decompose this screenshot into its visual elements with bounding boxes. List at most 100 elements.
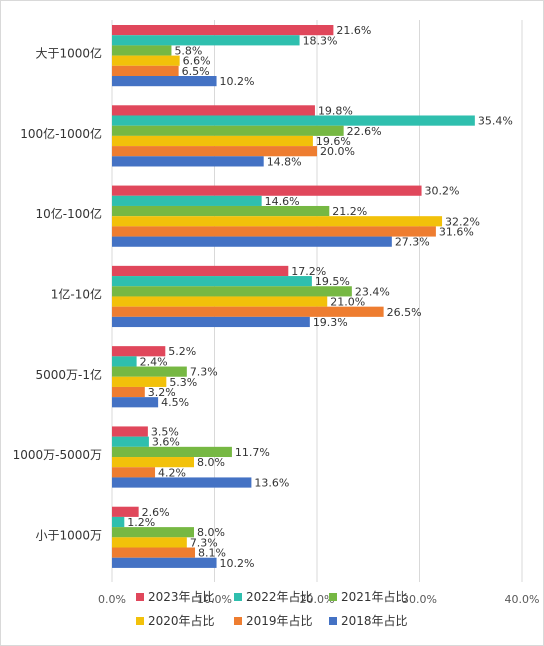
data-label: 8.1%: [198, 547, 226, 560]
bar: [112, 296, 328, 307]
data-label: 5.8%: [174, 45, 202, 58]
data-label: 14.6%: [265, 195, 300, 208]
bar: [112, 76, 217, 87]
data-label: 19.6%: [316, 135, 351, 148]
x-tick-label: 0.0%: [98, 593, 126, 606]
data-label: 27.3%: [395, 236, 430, 249]
bar: [112, 426, 148, 437]
legend-label: 2021年占比: [341, 589, 408, 604]
legend-label: 2018年占比: [341, 613, 408, 628]
data-label: 1.2%: [127, 516, 155, 529]
data-label: 11.7%: [235, 446, 270, 459]
bar: [112, 436, 149, 447]
data-label: 20.0%: [320, 145, 355, 158]
bar: [112, 205, 330, 217]
data-label: 18.3%: [303, 34, 338, 47]
bar: [112, 477, 252, 488]
category-label: 1亿-10亿: [51, 287, 102, 302]
data-label: 8.0%: [197, 526, 225, 539]
category-label: 大于1000亿: [35, 46, 102, 61]
data-label: 5.2%: [168, 345, 196, 358]
bar: [112, 236, 392, 247]
bar: [112, 366, 187, 377]
data-label: 6.6%: [183, 55, 211, 68]
bar: [112, 65, 179, 76]
data-label: 10.2%: [220, 75, 255, 88]
bar: [112, 467, 156, 478]
bar: [112, 356, 137, 367]
data-label: 13.6%: [254, 477, 289, 490]
legend-label: 2023年占比: [148, 589, 215, 604]
bar: [112, 547, 196, 558]
x-tick-label: 10.0%: [197, 593, 232, 606]
data-label: 19.8%: [318, 104, 353, 117]
x-tick-label: 30.0%: [402, 593, 437, 606]
category-label: 10亿-100亿: [35, 206, 102, 221]
data-label: 7.3%: [190, 366, 218, 379]
data-label: 4.2%: [158, 466, 186, 479]
data-label: 31.6%: [439, 225, 474, 238]
data-label: 22.6%: [347, 125, 382, 138]
bar: [112, 185, 422, 196]
legend-swatch: [136, 617, 144, 625]
bar: [112, 55, 180, 66]
bar: [112, 216, 443, 227]
bar: [112, 516, 125, 528]
bar: [112, 557, 217, 568]
bar: [112, 226, 436, 237]
data-label: 26.5%: [387, 306, 422, 319]
bar: [112, 286, 352, 297]
data-label: 6.5%: [182, 65, 210, 78]
category-label: 100亿-1000亿: [20, 126, 102, 141]
category-label: 5000万-1亿: [35, 367, 102, 382]
data-label: 21.0%: [330, 296, 365, 309]
bar: [112, 35, 300, 46]
bar: [112, 265, 289, 277]
data-label: 2.4%: [140, 355, 168, 368]
data-label: 4.5%: [161, 396, 189, 409]
data-label: 30.2%: [425, 185, 460, 198]
bar: [112, 537, 187, 548]
data-label: 3.6%: [152, 436, 180, 449]
bar: [112, 105, 315, 116]
bar: [112, 146, 317, 157]
data-label: 17.2%: [291, 265, 326, 278]
legend-label: 2020年占比: [148, 613, 215, 628]
bar: [112, 276, 312, 287]
bar: [112, 115, 475, 126]
data-label: 10.2%: [220, 557, 255, 570]
bar: [112, 506, 139, 517]
bar: [112, 376, 167, 387]
bar: [112, 316, 310, 328]
bar: [112, 446, 232, 458]
bar: [112, 527, 194, 538]
bar: [112, 25, 334, 36]
data-label: 8.0%: [197, 456, 225, 469]
legend-swatch: [234, 617, 242, 625]
bar: [112, 346, 166, 357]
data-label: 21.2%: [332, 205, 367, 218]
bar: [112, 156, 264, 167]
data-label: 3.5%: [151, 426, 179, 439]
bar: [112, 397, 159, 408]
bar: [112, 135, 313, 147]
bar: [112, 195, 262, 206]
legend-swatch: [329, 617, 337, 625]
data-label: 7.3%: [190, 536, 218, 549]
data-label: 35.4%: [478, 115, 513, 128]
legend-label: 2022年占比: [246, 589, 313, 604]
data-label: 14.8%: [267, 155, 302, 168]
data-label: 5.3%: [169, 376, 197, 389]
data-label: 3.2%: [148, 386, 176, 399]
data-label: 2.6%: [142, 506, 170, 519]
bar: [112, 386, 145, 398]
legend-swatch: [136, 593, 144, 601]
bar: [112, 125, 344, 136]
x-tick-label: 20.0%: [300, 593, 335, 606]
legend-swatch: [234, 593, 242, 601]
x-tick-label: 40.0%: [505, 593, 540, 606]
data-label: 32.2%: [445, 215, 480, 228]
bar: [112, 457, 194, 468]
data-label: 19.5%: [315, 275, 350, 288]
